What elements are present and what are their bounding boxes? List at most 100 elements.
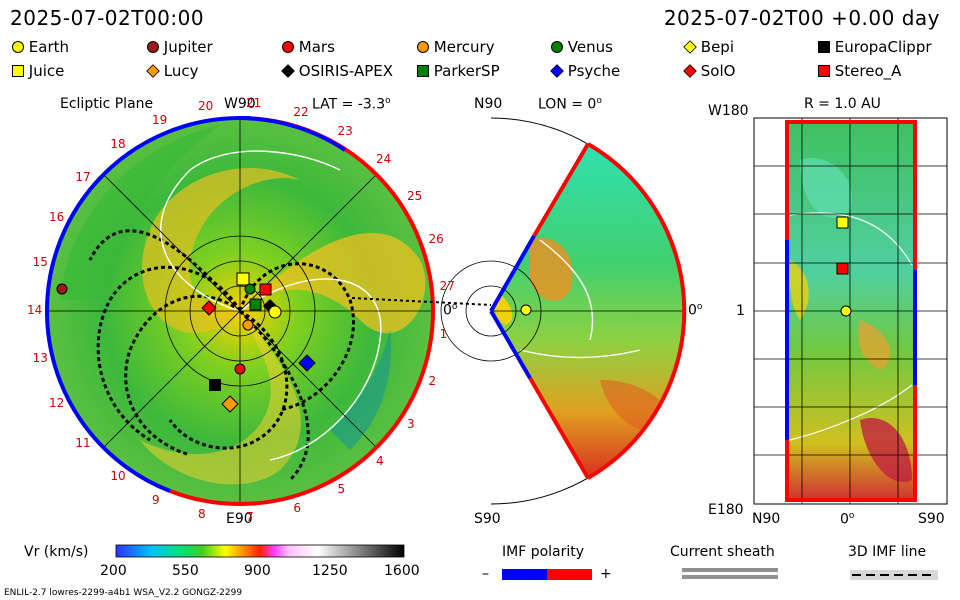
carrington-tick-label: 14 <box>27 303 43 317</box>
earth-marker-meridional <box>520 304 532 316</box>
lucy-marker <box>221 395 239 413</box>
carrington-tick-label: 22 <box>293 104 309 119</box>
carrington-tick-label: 2 <box>428 373 437 388</box>
radial-x-mid: 0o <box>840 511 855 528</box>
meridional-bottom-label: S90 <box>474 511 501 527</box>
carrington-tick-label: 26 <box>428 232 444 247</box>
legend-item: EuropaClippr <box>818 38 932 56</box>
radial-title: R = 1.0 AU <box>804 96 881 112</box>
legend-item: Jupiter <box>147 38 213 56</box>
carrington-tick-label: 6 <box>293 501 301 516</box>
carrington-tick-label: 10 <box>110 469 126 484</box>
radial-x-left: N90 <box>752 511 781 527</box>
carrington-tick-label: 20 <box>198 99 214 114</box>
carrington-tick-label: 4 <box>376 453 384 468</box>
earth-marker <box>268 305 282 319</box>
stereo-a-marker-radial <box>836 262 849 275</box>
carrington-tick-label: 24 <box>376 152 392 167</box>
radial-x-right: S90 <box>918 511 945 527</box>
imf-plus: + <box>600 566 612 582</box>
jupiter-marker <box>56 283 68 295</box>
carrington-tick-label: 21 <box>246 96 262 111</box>
imf-positive-swatch <box>547 569 592 580</box>
circle-icon <box>417 41 429 53</box>
circle-icon <box>12 41 24 53</box>
mars-marker <box>234 363 246 375</box>
juice-marker <box>236 272 250 286</box>
meridional-right-label: 0o <box>688 302 703 319</box>
carrington-tick-label: 9 <box>152 493 160 508</box>
current-sheath-line-1 <box>682 568 778 572</box>
circle-icon <box>147 41 159 53</box>
carrington-tick-label: 12 <box>49 395 65 410</box>
meridional-panel <box>440 117 687 505</box>
meridional-top-label: N90 <box>474 96 503 112</box>
square-icon <box>818 41 830 53</box>
radial-bottom-label: E180 <box>708 502 744 518</box>
carrington-tick-label: 5 <box>337 482 346 497</box>
radial-top-label: W180 <box>708 103 749 119</box>
circle-icon <box>551 41 563 53</box>
legend-item: ParkerSP <box>417 62 500 80</box>
vr-colorbar <box>115 544 405 558</box>
lat-label: LAT = -3.3o <box>312 96 391 113</box>
legend-item: Lucy <box>146 62 199 80</box>
body-markers <box>56 216 852 413</box>
footer-model-info: ENLIL-2.7 lowres-2299-a4b1 WSA_V2.2 GONG… <box>4 588 243 598</box>
legend-item: Mercury <box>417 38 495 56</box>
ecliptic-bottom-label: E90 <box>226 511 253 527</box>
ecliptic-top-label: W90 <box>224 96 256 112</box>
stereo-a-marker <box>259 283 272 296</box>
legend-item: Stereo_A <box>818 62 901 80</box>
carrington-tick-label: 17 <box>75 169 91 184</box>
radial-center-label: 1 <box>736 303 745 319</box>
earth-marker-radial <box>840 305 852 317</box>
current-sheath-line-2 <box>682 575 778 579</box>
parker-marker <box>249 298 262 311</box>
carrington-tick-label: 18 <box>110 136 126 151</box>
psyche-marker <box>298 354 316 372</box>
mercury-marker <box>242 319 254 331</box>
carrington-tick-label: 11 <box>75 436 91 451</box>
ecliptic-right-label: 0o <box>443 302 458 319</box>
juice-marker-radial <box>836 216 849 229</box>
carrington-tick-label: 3 <box>406 416 415 431</box>
imf-polarity-title: IMF polarity <box>502 544 585 560</box>
colorbar-tick: 550 <box>172 563 199 579</box>
venus-marker <box>244 283 256 295</box>
carrington-tick-label: 25 <box>406 189 423 204</box>
circle-icon <box>282 41 294 53</box>
carrington-tick-label: 1 <box>439 327 448 342</box>
lon-label: LON = 0o <box>538 96 602 113</box>
square-icon <box>12 65 24 77</box>
legend-item: Earth <box>12 38 69 56</box>
legend-item: Psyche <box>550 62 620 80</box>
carrington-tick-label: 23 <box>337 123 353 138</box>
date-left: 2025-07-02T00:00 <box>10 6 205 30</box>
date-right: 2025-07-02T00 +0.00 day <box>663 6 940 30</box>
colorbar-title: Vr (km/s) <box>24 544 89 560</box>
colorbar-tick: 900 <box>244 563 271 579</box>
solo-marker <box>201 300 217 316</box>
imf-minus: – <box>482 566 489 582</box>
colorbar-tick: 1600 <box>384 563 420 579</box>
square-icon <box>417 65 429 77</box>
ecliptic-plane-panel <box>44 116 492 507</box>
carrington-tick-label: 8 <box>198 506 206 521</box>
legend-item: Venus <box>551 38 613 56</box>
imf-negative-swatch <box>502 569 547 580</box>
carrington-tick-label: 15 <box>32 255 48 270</box>
ecliptic-title: Ecliptic Plane <box>60 96 154 112</box>
legend-item: Mars <box>282 38 335 56</box>
colorbar-tick: 1250 <box>312 563 348 579</box>
europa-marker <box>209 379 221 391</box>
legend-item: Juice <box>12 62 64 80</box>
carrington-tick-label: 13 <box>32 350 48 365</box>
carrington-tick-label: 7 <box>246 509 254 524</box>
legend-item: Bepi <box>683 38 734 56</box>
carrington-tick-label: 16 <box>49 210 65 225</box>
square-icon <box>818 65 830 77</box>
carrington-tick-label: 27 <box>439 278 455 293</box>
legend-item: OSIRIS-APEX <box>281 62 393 80</box>
